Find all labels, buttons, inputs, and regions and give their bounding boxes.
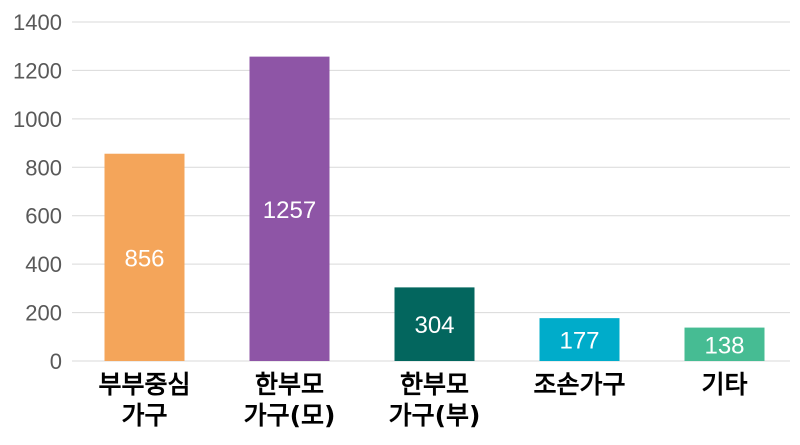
bar-1 [104, 153, 185, 361]
category-label-1: 부부중심 가구 [98, 370, 190, 430]
category-label-4: 조손가구 [533, 370, 625, 399]
data-labels: 856 1257 304 177 138 [124, 197, 744, 359]
y-tick-label-1400: 1400 [13, 10, 62, 35]
y-axis-tick-labels: 0 200 400 600 800 1000 1200 1400 [13, 10, 62, 374]
y-tick-label-600: 600 [25, 204, 62, 229]
data-label-2: 1257 [263, 197, 316, 224]
y-tick-label-400: 400 [25, 252, 62, 277]
y-tick-label-1000: 1000 [13, 107, 62, 132]
category-label-5: 기타 [701, 370, 747, 399]
data-label-1: 856 [124, 245, 164, 272]
y-tick-label-1200: 1200 [13, 58, 62, 83]
data-label-4: 177 [559, 328, 599, 355]
category-label-2: 한부모 가구(모) [244, 370, 336, 430]
bar-4 [539, 318, 620, 361]
bar-3 [394, 287, 475, 361]
y-tick-label-800: 800 [25, 155, 62, 180]
x-axis-category-labels: 부부중심 가구 한부모 가구(모) 한부모 가구(부) 조손가구 기타 [98, 370, 747, 430]
gridlines [72, 21, 790, 362]
bar-5 [684, 327, 765, 361]
bars [104, 56, 765, 361]
y-tick-label-200: 200 [25, 301, 62, 326]
data-label-5: 138 [704, 332, 744, 359]
category-label-3: 한부모 가구(부) [389, 370, 481, 430]
y-tick-label-0: 0 [50, 349, 62, 374]
bar-2 [249, 56, 330, 361]
data-label-3: 304 [414, 312, 454, 339]
